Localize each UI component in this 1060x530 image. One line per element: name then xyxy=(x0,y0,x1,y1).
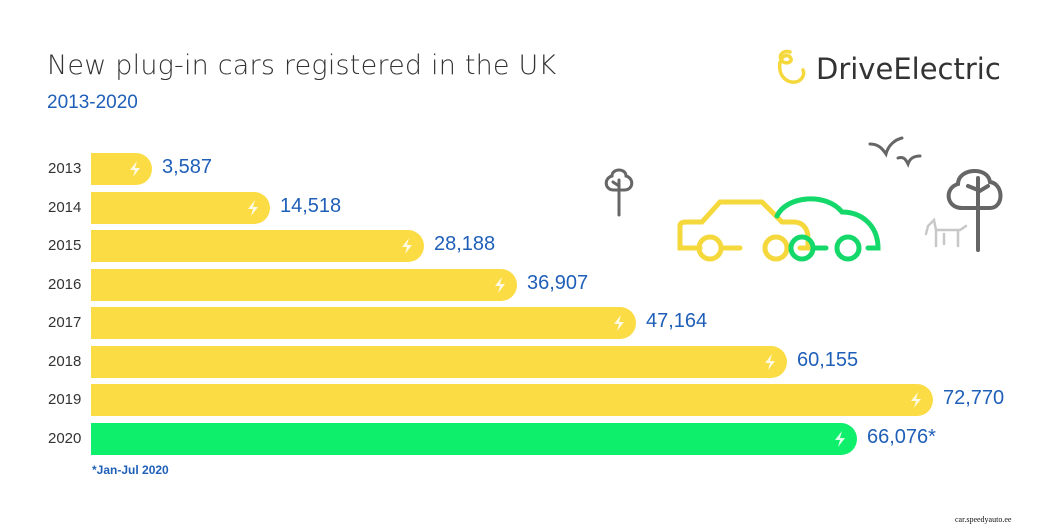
logo-text: DriveElectric xyxy=(816,52,1001,86)
drive-electric-logo: DriveElectric xyxy=(776,48,1001,90)
birds-icon xyxy=(868,136,922,168)
watermark: car.speedyauto.ee xyxy=(955,515,1012,524)
year-label: 2019 xyxy=(48,391,82,408)
small-tree-icon xyxy=(604,168,634,217)
bar xyxy=(91,230,424,262)
chart-title: New plug-in cars registered in the UK xyxy=(47,50,557,81)
lightning-bolt-icon xyxy=(402,238,412,254)
bar-row: 2015 28,188 xyxy=(0,227,1060,265)
dog-icon xyxy=(924,217,968,248)
yellow-car-icon xyxy=(677,199,811,262)
bar xyxy=(91,191,270,224)
lightning-bolt-icon xyxy=(495,276,505,293)
bar xyxy=(91,307,636,339)
bar xyxy=(91,384,933,416)
lightning-bolt-icon xyxy=(614,315,624,331)
year-label: 2016 xyxy=(48,275,82,293)
year-label: 2017 xyxy=(48,314,82,331)
footnote: *Jan-Jul 2020 xyxy=(92,463,169,477)
year-label: 2018 xyxy=(48,352,82,370)
green-car-icon xyxy=(774,196,881,262)
lightning-bolt-icon xyxy=(911,392,921,408)
bar-row: 2016 36,907 xyxy=(0,266,1060,304)
bar-row: 2014 14,518 xyxy=(0,189,1060,227)
illustration xyxy=(590,130,1010,285)
bar-row: 2020 66,076* xyxy=(0,420,1060,458)
value-label: 60,155 xyxy=(797,348,859,371)
year-label: 2015 xyxy=(48,237,82,254)
value-label: 72,770 xyxy=(943,387,1005,409)
value-label: 3,587 xyxy=(162,156,213,178)
year-label: 2020 xyxy=(48,429,82,447)
bar xyxy=(91,153,152,185)
bar xyxy=(91,422,857,455)
lightning-bolt-icon xyxy=(130,161,140,177)
year-label: 2013 xyxy=(48,160,82,177)
value-label: 66,076* xyxy=(867,425,936,448)
bar-row: 2018 60,155 xyxy=(0,343,1060,381)
value-label: 47,164 xyxy=(646,310,708,332)
large-tree-icon xyxy=(946,169,1003,252)
lightning-bolt-icon xyxy=(765,353,775,370)
bar-row: 2013 3,587 xyxy=(0,150,1060,188)
value-label: 14,518 xyxy=(280,194,342,217)
value-label: 36,907 xyxy=(527,271,589,294)
drive-electric-swirl-icon xyxy=(777,49,806,84)
year-label: 2014 xyxy=(48,198,82,216)
chart-subtitle: 2013-2020 xyxy=(47,92,138,113)
lightning-bolt-icon xyxy=(835,430,845,447)
bar-row: 2017 47,164 xyxy=(0,304,1060,342)
bar-row: 2019 72,770 xyxy=(0,381,1060,419)
bar xyxy=(91,345,787,378)
bar xyxy=(91,268,517,301)
value-label: 28,188 xyxy=(434,233,496,255)
lightning-bolt-icon xyxy=(248,199,258,216)
